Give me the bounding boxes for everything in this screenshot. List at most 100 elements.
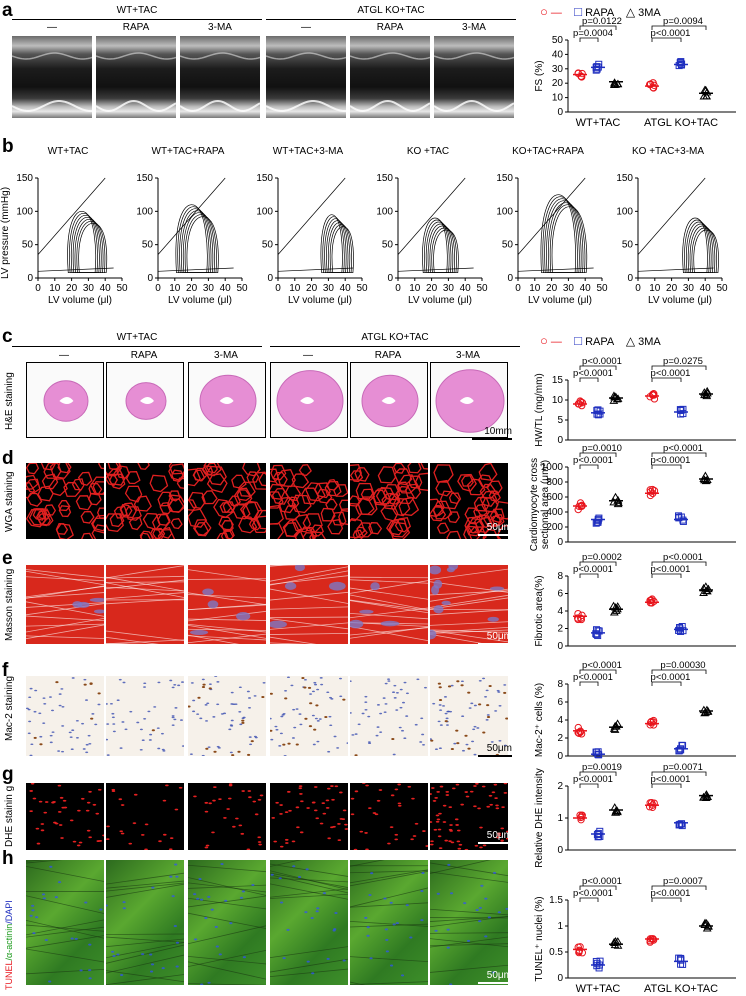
pv-loop <box>549 204 586 274</box>
he-image <box>188 362 266 438</box>
y-tick-label: 200 <box>546 522 563 533</box>
point-ctrl <box>650 81 658 90</box>
significance-bracket <box>579 669 617 674</box>
significance-bracket <box>579 37 599 42</box>
point-rapa <box>677 956 685 964</box>
point-3ma <box>611 492 620 501</box>
echo-image <box>266 36 346 118</box>
espvr-line <box>517 177 586 255</box>
point-3ma <box>611 808 621 816</box>
tunel-image <box>350 860 428 985</box>
echo-image <box>434 36 514 118</box>
y-tick-label: 2 <box>557 781 563 792</box>
y-tick-label: 0 <box>557 107 563 118</box>
pv-y-tick-label: 50 <box>622 240 634 251</box>
y-tick-label: 0.5 <box>549 947 563 958</box>
edpvr-line <box>397 267 474 272</box>
scale-bar-f-label: 50μm <box>486 743 512 754</box>
y-axis-label: Relative DHE intensity <box>534 768 545 867</box>
scale-bar-d-label: 50μm <box>486 522 512 533</box>
masson-image <box>430 565 508 644</box>
pv-x-tick-label: 50 <box>476 283 488 294</box>
y-tick-label: 5 <box>557 415 563 426</box>
significance-bracket <box>651 561 707 566</box>
point-3ma <box>613 499 623 508</box>
point-ctrl <box>646 718 655 727</box>
y-axis-label: Mac-2⁺ cells (%) <box>534 683 545 757</box>
pv-loop-chart: WT+TAC+3-MA 0 10 20 30 40 50 0 50 100 150 LV volume… <box>256 146 368 306</box>
y-tick-label: 0 <box>557 751 563 762</box>
y-tick-label: 4 <box>557 606 563 617</box>
point-rapa <box>596 410 604 418</box>
point-3ma <box>699 793 708 801</box>
p-value-label: p<0.0001 <box>651 774 691 785</box>
tunel-image <box>106 860 184 985</box>
point-ctrl <box>649 936 658 944</box>
legend-c-rapa-label: RAPA <box>585 336 614 348</box>
point-rapa <box>678 820 686 828</box>
point-3ma <box>610 721 620 730</box>
pv-x-tick-label: 30 <box>323 283 335 294</box>
p-value-label: p<0.0001 <box>582 660 622 671</box>
pv-y-tick-label: 50 <box>502 240 514 251</box>
significance-bracket <box>651 669 707 674</box>
pv-x-tick-label: 20 <box>426 283 438 294</box>
point-3ma <box>702 705 712 714</box>
pv-loop <box>551 206 588 274</box>
point-ctrl <box>577 815 585 824</box>
pv-y-tick-label: 50 <box>22 240 34 251</box>
significance-bracket <box>651 897 682 902</box>
y-axis-label: Cardiomyocyte cross <box>529 458 540 551</box>
point-rapa <box>594 516 602 524</box>
legend-top: ○ — □ RAPA △ 3MA <box>540 4 661 19</box>
pv-loop-chart: WT+TAC 0 10 20 30 40 50 0 50 100 150 LV pressure (m… <box>0 146 128 306</box>
point-rapa <box>594 411 602 419</box>
scale-bar-h: 50μm <box>478 970 512 984</box>
pv-y-tick-label: 100 <box>16 206 33 217</box>
point-3ma <box>699 92 709 100</box>
legend-c: ○ — □ RAPA △ 3MA <box>540 333 661 348</box>
pv-loop <box>547 202 584 274</box>
p-value-label: p=0.0071 <box>663 762 703 773</box>
legend-ctrl-label: — <box>550 7 562 19</box>
significance-bracket <box>651 452 707 457</box>
panel-label-b: b <box>2 136 14 157</box>
y-tick-label: 8 <box>557 679 563 690</box>
c-group-header-wt: WT+TAC <box>116 332 158 343</box>
point-ctrl <box>646 936 654 945</box>
group-underline-wt <box>12 19 262 20</box>
scale-bar-d: 50μm <box>478 522 512 536</box>
significance-bracket <box>651 885 707 890</box>
significance-bracket <box>579 464 599 469</box>
point-rapa <box>679 410 687 418</box>
pv-x-axis-label: LV volume (μl) <box>288 295 352 306</box>
pv-x-tick-label: 30 <box>563 283 575 294</box>
pv-loop <box>546 200 582 274</box>
y-tick-label: 15 <box>552 375 564 386</box>
significance-bracket <box>579 885 617 890</box>
pv-loop <box>427 223 454 274</box>
p-value-label: p=0.0094 <box>663 16 703 27</box>
y-tick-label: 2 <box>557 624 563 635</box>
pv-loop <box>542 196 578 274</box>
panel-label-a: a <box>2 0 13 21</box>
wga-image <box>350 463 428 539</box>
significance-bracket <box>651 365 707 370</box>
pv-y-tick-label: 100 <box>136 206 153 217</box>
pv-x-tick-label: 10 <box>529 283 541 294</box>
pv-x-axis-label: LV volume (μl) <box>648 295 712 306</box>
p-value-label: p<0.0001 <box>651 455 691 466</box>
legend-ma-label: 3MA <box>638 7 661 19</box>
pv-loop <box>425 221 452 274</box>
pv-loop <box>431 227 457 274</box>
x-category-label: WT+TAC <box>576 983 621 995</box>
a-condition-3: 3-MA <box>208 22 232 33</box>
pv-loop <box>78 222 108 274</box>
pv-loop <box>177 206 210 274</box>
pv-loop <box>327 222 351 274</box>
y-tick-label: 400 <box>546 507 563 518</box>
